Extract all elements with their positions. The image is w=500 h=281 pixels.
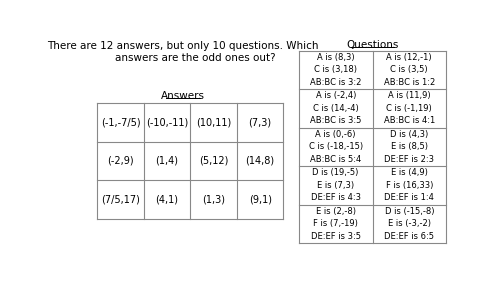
Text: A is (-2,4)
C is (14,-4)
AB:BC is 3:5: A is (-2,4) C is (14,-4) AB:BC is 3:5 bbox=[310, 91, 362, 125]
Text: (14,8): (14,8) bbox=[246, 156, 274, 166]
Text: (4,1): (4,1) bbox=[156, 194, 178, 204]
Text: D is (4,3)
E is (8,5)
DE:EF is 2:3: D is (4,3) E is (8,5) DE:EF is 2:3 bbox=[384, 130, 434, 164]
Text: D is (-15,-8)
E is (-3,-2)
DE:EF is 6:5: D is (-15,-8) E is (-3,-2) DE:EF is 6:5 bbox=[384, 207, 434, 241]
Text: A is (11,9)
C is (-1,19)
AB:BC is 4:1: A is (11,9) C is (-1,19) AB:BC is 4:1 bbox=[384, 91, 435, 125]
Text: Answers: Answers bbox=[160, 92, 204, 101]
Text: (7/5,17): (7/5,17) bbox=[101, 194, 140, 204]
Text: (5,12): (5,12) bbox=[199, 156, 228, 166]
Text: (-10,-11): (-10,-11) bbox=[146, 117, 188, 127]
Text: (1,3): (1,3) bbox=[202, 194, 225, 204]
Text: A is (0,-6)
C is (-18,-15)
AB:BC is 5:4: A is (0,-6) C is (-18,-15) AB:BC is 5:4 bbox=[308, 130, 363, 164]
Text: A is (12,-1)
C is (3,5)
AB:BC is 1:2: A is (12,-1) C is (3,5) AB:BC is 1:2 bbox=[384, 53, 435, 87]
Text: E is (4,9)
F is (16,33)
DE:EF is 1:4: E is (4,9) F is (16,33) DE:EF is 1:4 bbox=[384, 168, 434, 202]
Text: (9,1): (9,1) bbox=[248, 194, 272, 204]
Text: (-1,-7/5): (-1,-7/5) bbox=[101, 117, 140, 127]
Text: (-2,9): (-2,9) bbox=[108, 156, 134, 166]
Text: A is (8,3)
C is (3,18)
AB:BC is 3:2: A is (8,3) C is (3,18) AB:BC is 3:2 bbox=[310, 53, 362, 87]
Text: There are 12 answers, but only 10 questions. Which
        answers are the odd o: There are 12 answers, but only 10 questi… bbox=[47, 41, 318, 63]
Text: (7,3): (7,3) bbox=[248, 117, 272, 127]
Text: (10,11): (10,11) bbox=[196, 117, 231, 127]
Text: D is (19,-5)
E is (7,3)
DE:EF is 4:3: D is (19,-5) E is (7,3) DE:EF is 4:3 bbox=[310, 168, 360, 202]
Text: E is (2,-8)
F is (7,-19)
DE:EF is 3:5: E is (2,-8) F is (7,-19) DE:EF is 3:5 bbox=[310, 207, 360, 241]
Text: Questions: Questions bbox=[346, 40, 399, 50]
Text: (1,4): (1,4) bbox=[156, 156, 178, 166]
